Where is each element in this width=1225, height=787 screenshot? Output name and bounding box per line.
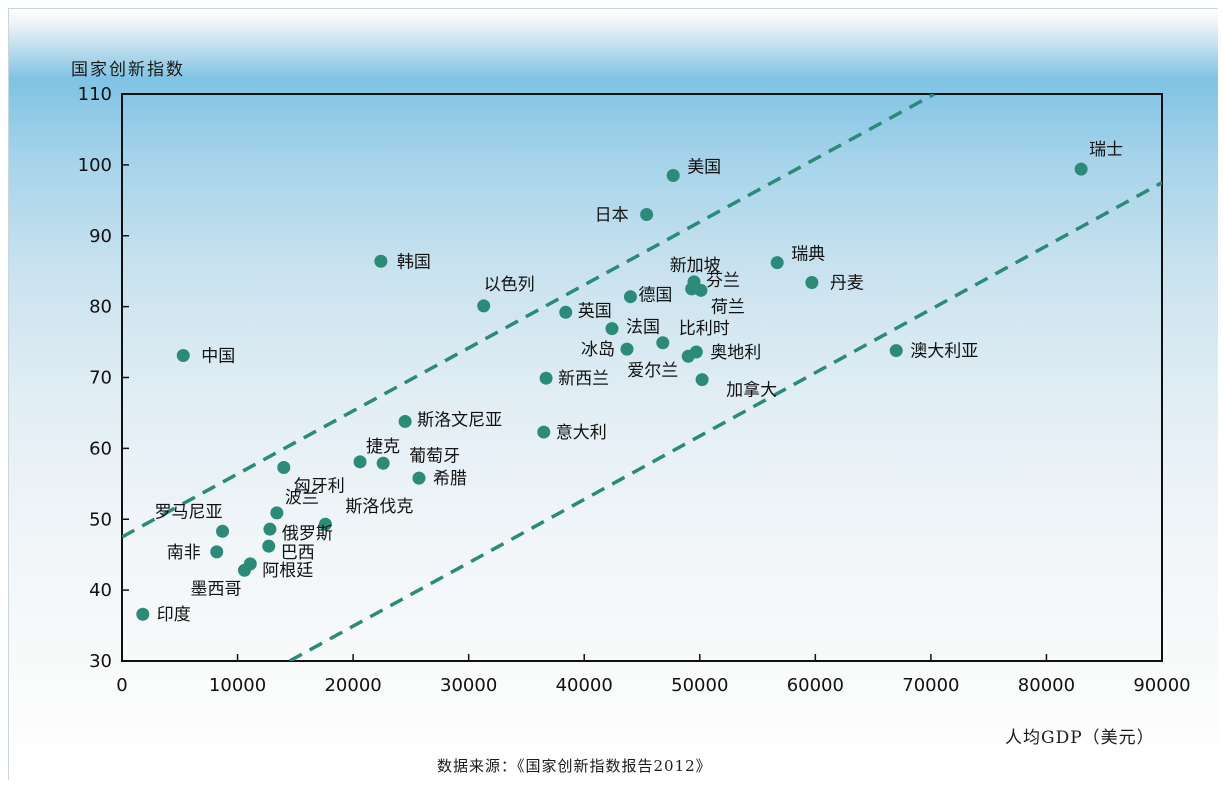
x-tick-label: 70000 (902, 675, 959, 696)
data-point-label: 奥地利 (710, 343, 761, 363)
data-point-label: 巴西 (281, 543, 315, 563)
data-point (353, 455, 367, 469)
y-tick-label: 100 (78, 155, 112, 176)
plot-area: 30 40 50 60 70 80 90 100 110 0 10000 20000 30000 4000… (78, 84, 1191, 696)
source-note: 数据来源：《国家创新指数报告2012》 (437, 757, 712, 775)
data-point (681, 349, 695, 363)
data-point (805, 276, 819, 290)
data-point (1074, 162, 1088, 176)
data-point (216, 524, 230, 538)
data-point (277, 461, 291, 475)
y-axis-title: 国家创新指数 (71, 60, 185, 80)
data-point-label: 斯洛文尼亚 (417, 410, 502, 430)
data-point (559, 305, 573, 319)
data-point-label: 葡萄牙 (409, 446, 460, 466)
x-axis-title: 人均GDP（美元） (1005, 728, 1155, 748)
data-point (539, 371, 553, 385)
data-point-label: 瑞典 (791, 245, 825, 265)
data-point-label: 美国 (687, 158, 721, 178)
data-point (623, 290, 637, 304)
data-point (695, 373, 709, 387)
data-point-label: 丹麦 (830, 274, 864, 294)
reference-line-dashed (122, 94, 936, 539)
y-tick-label: 90 (89, 226, 112, 247)
data-point-label: 德国 (638, 286, 672, 306)
data-point-label: 希腊 (433, 469, 467, 489)
data-point (262, 539, 276, 553)
x-tick-label: 60000 (787, 675, 844, 696)
data-point-label: 比利时 (679, 319, 730, 339)
x-tick-label: 40000 (556, 675, 613, 696)
reference-line-dashed (288, 181, 1162, 661)
data-point (640, 207, 654, 221)
y-tick-label: 40 (89, 580, 112, 601)
y-tick-label: 50 (89, 509, 112, 530)
data-point-label: 冰岛 (581, 340, 615, 360)
data-point (210, 545, 224, 559)
x-tick-label: 30000 (440, 675, 497, 696)
data-point-label: 阿根廷 (262, 561, 313, 581)
data-point-label: 加拿大 (726, 380, 777, 401)
data-point (666, 169, 680, 183)
data-point (656, 336, 670, 350)
data-point-label: 波兰 (285, 488, 319, 508)
data-point-label: 斯洛伐克 (345, 497, 413, 517)
x-tick-label: 20000 (324, 675, 381, 696)
data-point (605, 322, 619, 336)
data-point-label: 中国 (201, 347, 235, 367)
data-point (263, 522, 277, 536)
data-point (620, 342, 634, 356)
data-point-label: 以色列 (484, 275, 535, 295)
data-point-label: 意大利 (556, 423, 607, 443)
data-point-label: 墨西哥 (190, 579, 241, 599)
data-point (318, 517, 332, 531)
y-tick-label: 60 (89, 438, 112, 459)
data-point (237, 563, 251, 577)
data-point-label: 爱尔兰 (627, 361, 678, 381)
data-point (176, 349, 190, 363)
chart-frame: 国家创新指数 30 40 50 60 70 80 90 100 110 0 10000 20000 30… (8, 8, 1218, 780)
data-point-label: 新西兰 (558, 369, 609, 389)
data-point-label: 新加坡 (670, 256, 721, 276)
data-point (477, 299, 491, 313)
data-point (889, 344, 903, 358)
x-tick-label: 10000 (209, 675, 266, 696)
data-point-label: 瑞士 (1089, 140, 1123, 160)
y-tick-label: 30 (89, 651, 112, 672)
data-point-label: 英国 (578, 301, 612, 321)
data-point (537, 425, 551, 439)
data-point-label: 捷克 (366, 437, 400, 457)
data-point-label: 印度 (157, 605, 191, 625)
data-point-label: 南非 (167, 543, 201, 563)
data-point-label: 匈牙利 (294, 477, 345, 497)
y-tick-label: 110 (78, 84, 112, 105)
data-point (270, 506, 284, 520)
data-point (376, 456, 390, 470)
y-tick-label: 70 (89, 368, 112, 389)
data-point-label: 澳大利亚 (910, 342, 978, 362)
data-point (694, 283, 708, 297)
data-point-label: 罗马尼亚 (155, 502, 223, 522)
data-point (412, 471, 426, 485)
data-point-label: 芬兰 (706, 271, 740, 291)
x-tick-label: 50000 (671, 675, 728, 696)
scatter-chart: 30 40 50 60 70 80 90 100 110 0 10000 20000 30000 4000… (78, 84, 1191, 696)
data-point (136, 607, 150, 621)
data-point-label: 荷兰 (711, 297, 745, 317)
data-point (770, 256, 784, 270)
data-point-label: 法国 (626, 318, 660, 338)
data-point-label: 俄罗斯 (282, 524, 333, 544)
x-tick-label: 90000 (1133, 675, 1190, 696)
data-point (398, 414, 412, 428)
y-tick-label: 80 (89, 297, 112, 318)
data-point-label: 日本 (595, 205, 629, 225)
x-tick-label: 0 (116, 675, 127, 696)
data-point (374, 254, 388, 268)
x-tick-label: 80000 (1018, 675, 1075, 696)
data-point-label: 韩国 (397, 252, 431, 272)
